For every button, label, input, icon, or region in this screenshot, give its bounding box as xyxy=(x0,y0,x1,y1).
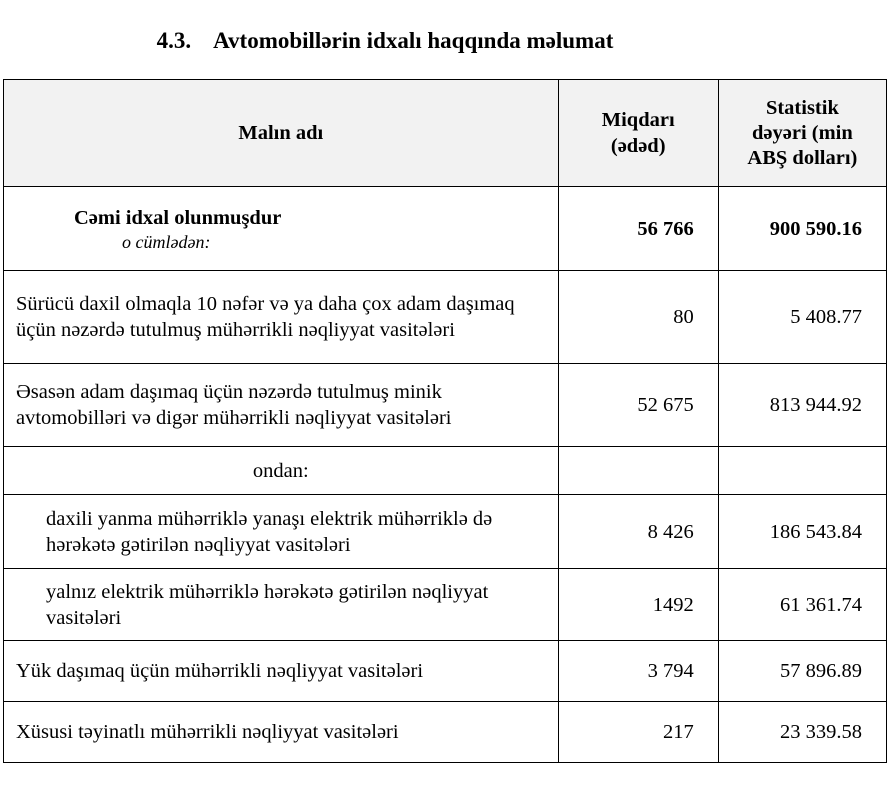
row-quantity xyxy=(557,446,719,495)
row-quantity: 3 794 xyxy=(557,640,719,702)
row-quantity: 80 xyxy=(557,270,719,364)
header-name: Malın adı xyxy=(3,79,559,187)
row-label: Sürücü daxil olmaqla 10 nəfər və ya daha… xyxy=(3,270,559,364)
table-row: daxili yanma mühərriklə yanaşı elektrik … xyxy=(3,494,888,569)
section-number: 4.3. xyxy=(156,28,192,53)
row-quantity: 8 426 xyxy=(557,494,719,569)
table-row: Yük daşımaq üçün mühərrikli nəqliyyat va… xyxy=(3,640,888,702)
row-value: 61 361.74 xyxy=(717,568,888,641)
row-quantity: 217 xyxy=(557,701,719,763)
row-quantity: 1492 xyxy=(557,568,719,641)
header-quantity: Miqdarı (ədəd) xyxy=(557,79,719,187)
row-label: ondan: xyxy=(3,446,559,495)
table-row: Əsasən adam daşımaq üçün nəzərdə tutulmu… xyxy=(3,363,888,447)
row-value xyxy=(717,446,888,495)
row-label: Xüsusi təyinatlı mühərrikli nəqliyyat va… xyxy=(3,701,559,763)
row-label: yalnız elektrik mühərriklə hərəkətə gəti… xyxy=(3,568,559,641)
table-row: Xüsusi təyinatlı mühərrikli nəqliyyat va… xyxy=(3,701,888,763)
row-quantity: 52 675 xyxy=(557,363,719,447)
table-row: Sürücü daxil olmaqla 10 nəfər və ya daha… xyxy=(3,270,888,364)
total-row: Cəmi idxal olunmuşdur o cümlədən: 56 766 … xyxy=(3,186,888,271)
row-value: 57 896.89 xyxy=(717,640,888,702)
row-label: daxili yanma mühərriklə yanaşı elektrik … xyxy=(3,494,559,569)
total-quantity: 56 766 xyxy=(557,186,719,271)
page-title: 4.3. Avtomobillərin idxalı haqqında məlum… xyxy=(0,28,770,54)
row-label: Əsasən adam daşımaq üçün nəzərdə tutulmu… xyxy=(3,363,559,447)
header-value: Statistik dəyəri (min ABŞ dolları) xyxy=(717,79,888,187)
table-row: ondan: xyxy=(3,446,888,495)
row-value: 23 339.58 xyxy=(717,701,888,763)
row-value: 186 543.84 xyxy=(717,494,888,569)
row-value: 5 408.77 xyxy=(717,270,888,364)
header-quantity-text: Miqdarı (ədəd) xyxy=(601,109,675,157)
row-value: 813 944.92 xyxy=(717,363,888,447)
total-value: 900 590.16 xyxy=(717,186,888,271)
header-value-text: Statistik dəyəri (min ABŞ dolları) xyxy=(747,96,858,169)
total-label-cell: Cəmi idxal olunmuşdur o cümlədən: xyxy=(3,186,559,271)
row-label: Yük daşımaq üçün mühərrikli nəqliyyat va… xyxy=(3,640,559,702)
total-sublabel: o cümlədən: xyxy=(122,231,211,252)
title-text: Avtomobillərin idxalı haqqında məlumat xyxy=(213,28,614,53)
total-label: Cəmi idxal olunmuşdur xyxy=(74,206,282,229)
header-row: Malın adı Miqdarı (ədəd) Statistik dəyər… xyxy=(3,79,888,187)
table-row: yalnız elektrik mühərriklə hərəkətə gəti… xyxy=(3,568,888,641)
import-table: Malın adı Miqdarı (ədəd) Statistik dəyər… xyxy=(3,79,888,763)
